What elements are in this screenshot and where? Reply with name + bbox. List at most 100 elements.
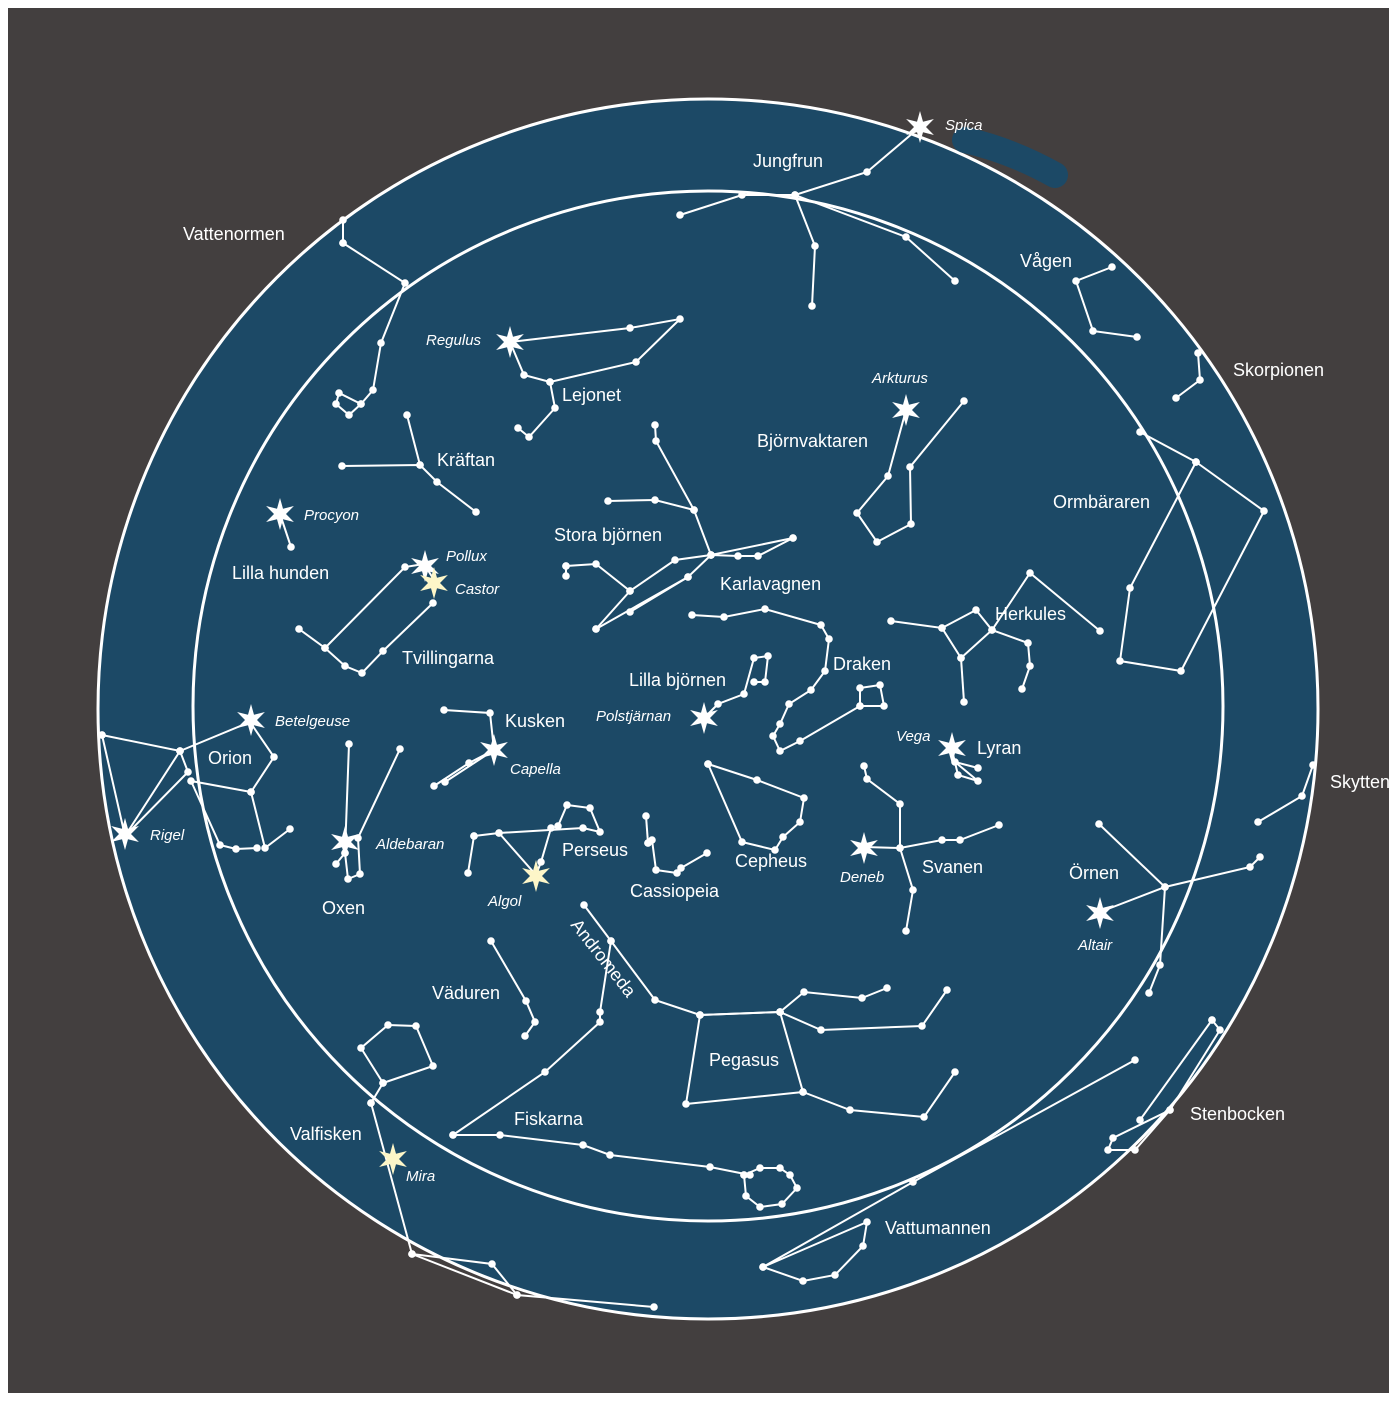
star-dot-draken	[720, 613, 728, 621]
label-lilla-bjornen: Lilla björnen	[629, 670, 726, 690]
star-dot-bjornvaktaren	[907, 520, 915, 528]
star-dot-orion	[286, 825, 294, 833]
star-label-rigel: Rigel	[150, 827, 185, 844]
star-dot-kusken	[441, 778, 449, 786]
star-dot-stora-bjornen	[651, 496, 659, 504]
star-dot-draken	[880, 702, 888, 710]
star-dot-karlavagnen	[754, 552, 762, 560]
star-dot-ormbararen	[1116, 657, 1124, 665]
star-dot-valfisken	[429, 1062, 437, 1070]
star-dot-draken	[825, 635, 833, 643]
star-dot-cassiopeia	[677, 864, 685, 872]
line-stora-bjornen-3	[595, 590, 631, 630]
star-dot-draken	[761, 605, 769, 613]
star-dot-ormbararen	[1126, 584, 1134, 592]
label-jungfrun: Jungfrun	[753, 151, 823, 171]
label-bjornvaktaren: Björnvaktaren	[757, 431, 868, 451]
star-dot-tvillingarna	[401, 563, 409, 571]
star-dot-fiskarna	[756, 1164, 764, 1172]
label-lejonet: Lejonet	[562, 385, 621, 405]
label-orion: Orion	[208, 748, 252, 768]
star-dot-lilla-bjornen	[750, 654, 758, 662]
star-dot-lilla-bjornen	[714, 700, 722, 708]
star-dot-herkules	[1024, 639, 1032, 647]
star-dot-lejonet	[632, 358, 640, 366]
bright-star-procyon	[266, 498, 294, 530]
star-dot-valfisken	[408, 1250, 416, 1258]
star-dot-perseus	[579, 824, 587, 832]
star-dot-vattenormen	[335, 389, 343, 397]
star-dot-perseus	[554, 822, 562, 830]
star-dot-vattenormen	[357, 400, 365, 408]
label-stenbocken: Stenbocken	[1190, 1104, 1285, 1124]
line-herkules-0	[890, 571, 1101, 632]
star-dot-kraftan	[472, 508, 480, 516]
star-dot-fiskarna	[706, 1163, 714, 1171]
star-dot-draken	[776, 720, 784, 728]
star-label-altair: Altair	[1077, 937, 1113, 954]
star-dot-kraftan	[403, 411, 411, 419]
star-dot-skytten	[1298, 792, 1306, 800]
star-dot-fiskarna	[786, 1171, 794, 1179]
line-pegasus-1	[779, 987, 888, 1013]
star-dot-vattumannen	[799, 1277, 807, 1285]
star-label-capella: Capella	[510, 761, 561, 778]
star-dot-tvillingarna	[358, 669, 366, 677]
star-dot-draken	[796, 737, 804, 745]
star-dot-lejonet	[546, 378, 554, 386]
star-dot-lejonet	[626, 324, 634, 332]
line-cassiopeia-1	[645, 815, 649, 844]
star-dot-draken	[769, 732, 777, 740]
star-dot-draken	[776, 747, 784, 755]
line-valfisken-2	[411, 1253, 518, 1296]
label-herkules: Herkules	[995, 604, 1066, 624]
star-dot-fiskarna	[742, 1192, 750, 1200]
bright-star-spica	[906, 111, 934, 143]
label-cepheus: Cepheus	[735, 851, 807, 871]
line-tvillingarna-0	[298, 602, 434, 675]
star-dot-draken	[856, 684, 864, 692]
star-dot-bjornvaktaren	[884, 472, 892, 480]
star-dot-svanen	[863, 775, 871, 783]
line-cepheus-0	[707, 763, 806, 852]
star-dot-karlavagnen	[734, 552, 742, 560]
star-dot-vattumannen	[863, 1218, 871, 1226]
star-dot-herkules	[960, 698, 968, 706]
star-label-castor: Castor	[455, 581, 500, 598]
star-dot-vattenormen	[401, 279, 409, 287]
star-dot-fiskarna	[740, 1171, 748, 1179]
star-dot-stora-bjornen	[592, 560, 600, 568]
star-dot-andromeda	[651, 996, 659, 1004]
star-dot-herkules	[1026, 569, 1034, 577]
star-dot-pegasus	[776, 1008, 784, 1016]
star-dot-stenbocken	[1216, 1026, 1224, 1034]
star-dot-svanen	[938, 836, 946, 844]
star-dot-svanen	[896, 800, 904, 808]
star-dot-jungfrun	[738, 191, 746, 199]
label-valfisken: Valfisken	[290, 1124, 362, 1144]
star-dot-stora-bjornen	[690, 506, 698, 514]
star-dot-kusken	[465, 759, 473, 767]
star-dot-karlavagnen	[707, 551, 715, 559]
star-dot-stora-bjornen	[652, 437, 660, 445]
star-dot-kraftan	[338, 462, 346, 470]
star-dot-kusken	[486, 709, 494, 717]
star-dot-andromeda	[541, 1068, 549, 1076]
star-dot-lejonet	[520, 371, 528, 379]
star-label-mira: Mira	[406, 1168, 435, 1185]
line-ormbararen-0	[1118, 461, 1266, 673]
star-dot-vattumannen	[859, 1242, 867, 1250]
bright-star-capella	[480, 734, 508, 766]
star-dot-stora-bjornen	[626, 587, 634, 595]
star-dot-valfisken	[650, 1303, 658, 1311]
star-dot-pegasus	[951, 1068, 959, 1076]
star-dot-kraftan	[433, 478, 441, 486]
star-dot-jungfrun	[808, 302, 816, 310]
label-pegasus: Pegasus	[709, 1050, 779, 1070]
label-draken: Draken	[833, 654, 891, 674]
star-dot-ormbararen	[1260, 507, 1268, 515]
label-ormbararen: Ormbäraren	[1053, 492, 1150, 512]
star-dot-pegasus	[846, 1106, 854, 1114]
star-dot-perseus	[563, 801, 571, 809]
